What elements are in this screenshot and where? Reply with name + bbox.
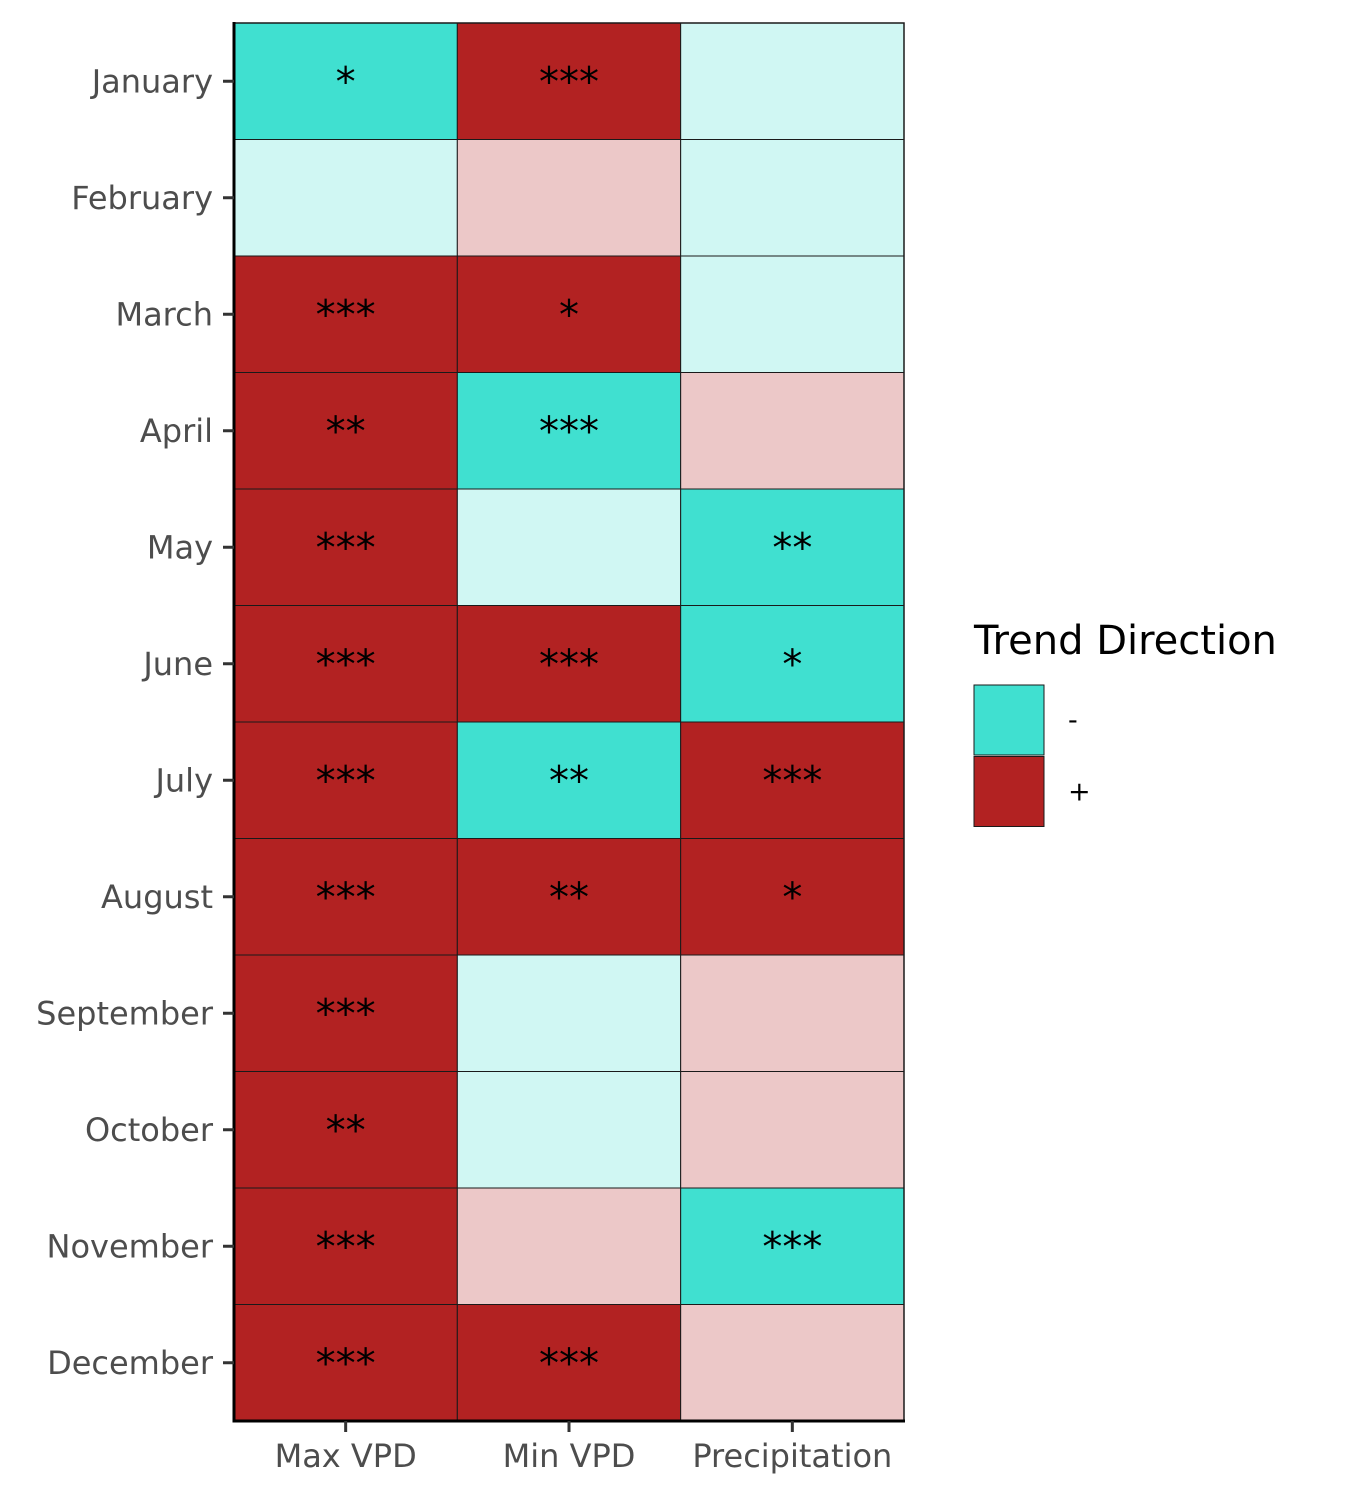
legend-key-negative <box>973 684 1045 756</box>
cell-april-min-vpd <box>456 372 682 490</box>
x-tick-label-precipitation: Precipitation <box>692 1437 892 1475</box>
cells-layer <box>233 22 905 1422</box>
cell-may-max-vpd <box>233 488 458 606</box>
significance-label-march-min-vpd: * <box>559 292 579 338</box>
y-tick-label-march: March <box>115 295 213 333</box>
cell-october-precipitation <box>680 1071 905 1189</box>
legend: Trend Direction - + <box>973 618 1277 827</box>
cell-december-max-vpd <box>233 1304 458 1422</box>
significance-label-june-max-vpd: *** <box>316 642 376 688</box>
significance-label-december-min-vpd: *** <box>539 1341 599 1387</box>
x-tick-label-max-vpd: Max VPD <box>275 1437 417 1475</box>
cell-january-max-vpd <box>233 22 458 140</box>
significance-label-november-max-vpd: *** <box>316 1224 376 1270</box>
cell-march-precipitation <box>680 255 905 373</box>
y-tick-label-may: May <box>147 528 213 566</box>
significance-label-august-precipitation: * <box>782 875 802 921</box>
cell-march-max-vpd <box>233 255 458 373</box>
significance-label-april-min-vpd: *** <box>539 409 599 455</box>
cell-august-min-vpd <box>456 838 682 956</box>
significance-label-december-max-vpd: *** <box>316 1341 376 1387</box>
cell-may-min-vpd <box>456 488 682 606</box>
significance-label-january-max-vpd: * <box>336 59 356 105</box>
significance-label-july-min-vpd: ** <box>549 758 589 804</box>
cell-october-min-vpd <box>456 1071 682 1189</box>
cell-december-min-vpd <box>456 1304 682 1422</box>
significance-label-june-precipitation: * <box>782 642 802 688</box>
cell-september-precipitation <box>680 954 905 1072</box>
legend-label-negative: - <box>1068 705 1078 736</box>
y-tick-label-october: October <box>85 1111 214 1149</box>
significance-label-july-precipitation: *** <box>762 758 822 804</box>
cell-august-precipitation <box>680 838 905 956</box>
legend-label-positive: + <box>1068 777 1091 808</box>
cell-september-min-vpd <box>456 954 682 1072</box>
y-tick-label-january: January <box>90 62 213 100</box>
cell-july-min-vpd <box>456 721 682 839</box>
y-tick-label-february: February <box>71 179 213 217</box>
cell-march-min-vpd <box>456 255 682 373</box>
significance-label-july-max-vpd: *** <box>316 758 376 804</box>
significance-label-september-max-vpd: *** <box>316 991 376 1037</box>
cell-september-max-vpd <box>233 954 458 1072</box>
y-tick-label-july: July <box>153 761 213 799</box>
cell-february-precipitation <box>680 139 905 257</box>
cell-november-min-vpd <box>456 1187 682 1305</box>
cell-january-min-vpd <box>456 22 682 140</box>
cell-june-min-vpd <box>456 605 682 723</box>
significance-label-october-max-vpd: ** <box>326 1108 366 1154</box>
cell-may-precipitation <box>680 488 905 606</box>
cell-july-precipitation <box>680 721 905 839</box>
cell-april-max-vpd <box>233 372 458 490</box>
cell-april-precipitation <box>680 372 905 490</box>
significance-label-august-max-vpd: *** <box>316 875 376 921</box>
y-tick-label-december: December <box>47 1344 214 1382</box>
significance-label-april-max-vpd: ** <box>326 409 366 455</box>
significance-label-august-min-vpd: ** <box>549 875 589 921</box>
y-tick-label-september: September <box>36 994 214 1032</box>
significance-label-november-precipitation: *** <box>762 1224 822 1270</box>
y-tick-label-august: August <box>101 878 213 916</box>
x-tick-label-min-vpd: Min VPD <box>503 1437 636 1475</box>
y-tick-label-april: April <box>140 412 213 450</box>
cell-august-max-vpd <box>233 838 458 956</box>
significance-label-january-min-vpd: *** <box>539 59 599 105</box>
cell-july-max-vpd <box>233 721 458 839</box>
significance-stars-layer: * ****** *** ****** ***** *** **** ** ****** ** **… <box>316 59 823 1387</box>
legend-key-positive <box>973 756 1045 827</box>
cell-february-min-vpd <box>456 139 682 257</box>
significance-label-june-min-vpd: *** <box>539 642 599 688</box>
significance-label-may-max-vpd: *** <box>316 525 376 571</box>
significance-label-may-precipitation: ** <box>772 525 812 571</box>
legend-title: Trend Direction <box>973 618 1277 664</box>
axes-layer: January February March April May June July Augu… <box>36 22 905 1475</box>
cell-december-precipitation <box>680 1304 905 1422</box>
cell-november-precipitation <box>680 1187 905 1305</box>
y-tick-label-november: November <box>47 1227 214 1265</box>
cell-october-max-vpd <box>233 1071 458 1189</box>
cell-november-max-vpd <box>233 1187 458 1305</box>
y-tick-label-june: June <box>141 645 213 683</box>
cell-february-max-vpd <box>233 139 458 257</box>
cell-january-precipitation <box>680 22 905 140</box>
significance-label-march-max-vpd: *** <box>316 292 376 338</box>
